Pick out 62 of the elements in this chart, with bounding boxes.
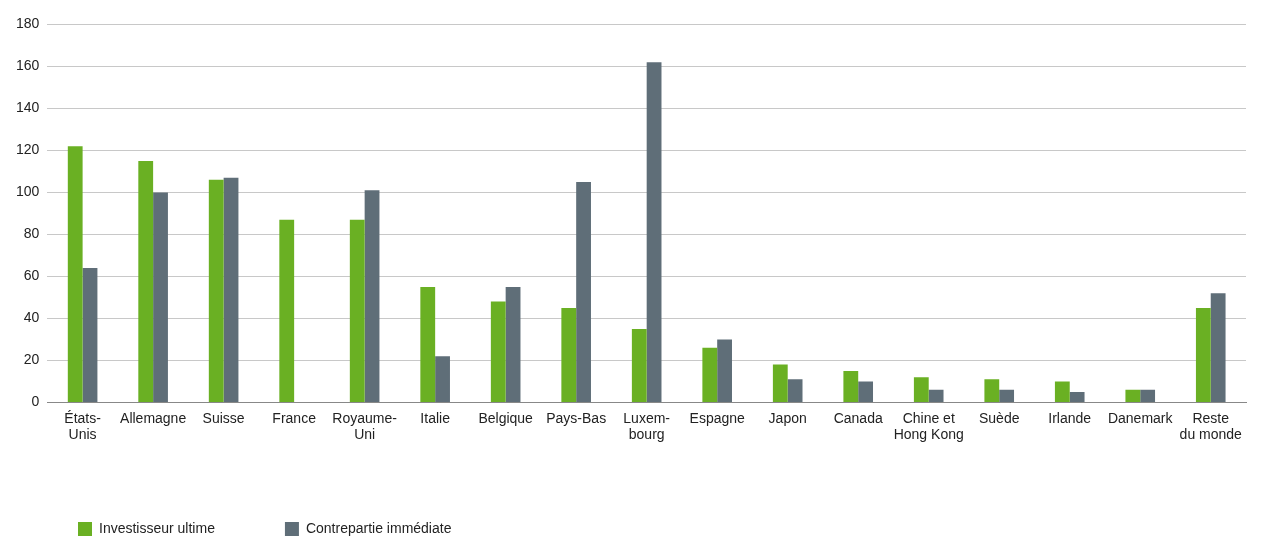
bar <box>67 146 83 402</box>
bar <box>787 379 803 402</box>
y-tick-label: 100 <box>16 183 40 200</box>
y-tick-label: 40 <box>23 309 40 326</box>
bar <box>843 370 859 402</box>
bar <box>153 192 168 402</box>
y-tick-label: 60 <box>23 267 40 284</box>
bar <box>1069 391 1085 402</box>
x-tick-label: Allemagne <box>120 409 187 426</box>
bar <box>1140 389 1156 402</box>
bar <box>208 179 224 402</box>
bar <box>702 347 718 402</box>
x-tick-label: Italie <box>420 409 451 426</box>
bar <box>717 339 732 402</box>
x-tick-label: Royaume- Uni <box>332 409 398 443</box>
bar <box>1054 381 1070 402</box>
x-tick-label: Japon <box>768 409 807 426</box>
bar <box>435 356 450 402</box>
x-tick-label: Pays-Bas <box>546 409 607 426</box>
bar <box>1195 307 1211 402</box>
bar <box>913 377 929 402</box>
x-tick-label: Irlande <box>1048 409 1092 426</box>
bar <box>576 181 591 402</box>
bar <box>1210 293 1226 402</box>
bar <box>561 307 577 402</box>
y-tick-label: 20 <box>23 351 40 368</box>
bar <box>984 379 1000 402</box>
legend-label: Investisseur ultime <box>99 519 216 536</box>
bar <box>772 364 788 402</box>
y-tick-label: 180 <box>16 15 40 32</box>
legend-label: Contrepartie immédiate <box>305 519 452 536</box>
x-tick-label: France <box>272 409 317 426</box>
x-tick-label: Chine et Hong Kong <box>893 409 964 443</box>
y-tick-label: 120 <box>16 141 40 158</box>
bar <box>1125 389 1141 402</box>
bar <box>490 301 506 402</box>
bar <box>279 219 295 402</box>
y-tick-label: 0 <box>31 393 40 410</box>
x-tick-label: États- Unis <box>64 409 102 443</box>
bar <box>858 381 874 402</box>
x-tick-label: Espagne <box>689 409 746 426</box>
x-tick-label: Belgique <box>478 409 534 426</box>
y-tick-label: 80 <box>23 225 40 242</box>
bar <box>223 177 239 402</box>
bar <box>646 62 662 402</box>
y-tick-label: 140 <box>16 99 40 116</box>
bar <box>505 286 521 402</box>
x-tick-label: Canada <box>833 409 883 426</box>
bar <box>138 160 154 402</box>
x-tick-label: Luxem- bourg <box>623 409 671 443</box>
bar <box>364 190 380 402</box>
bar <box>82 268 98 402</box>
x-tick-label: Reste du monde <box>1179 409 1243 443</box>
x-tick-label: Suisse <box>202 409 245 426</box>
bar <box>999 389 1015 402</box>
bar <box>349 219 365 402</box>
x-tick-label: Danemark <box>1107 409 1174 426</box>
y-tick-label: 160 <box>16 57 40 74</box>
x-tick-label: Suède <box>978 409 1020 426</box>
bar <box>631 328 647 402</box>
bar <box>928 389 944 402</box>
bar <box>420 286 436 402</box>
